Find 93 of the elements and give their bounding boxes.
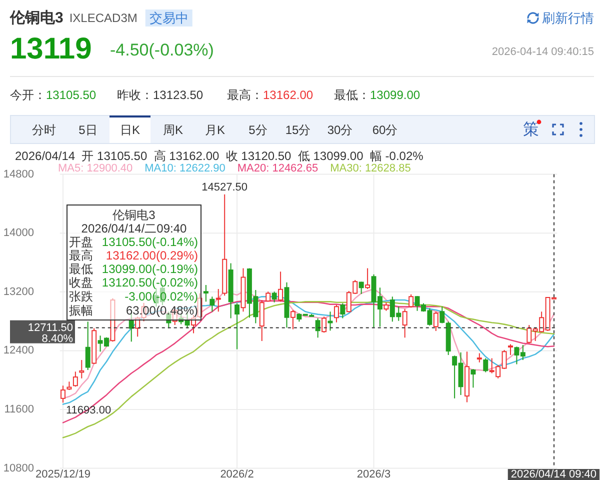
candlestick <box>240 268 246 312</box>
candlestick <box>358 281 364 294</box>
candlestick <box>340 302 346 319</box>
text: 月K <box>204 123 226 137</box>
candlestick <box>60 385 66 404</box>
candlestick <box>210 296 215 312</box>
annotation: 最低 <box>69 262 93 276</box>
candlestick <box>365 268 370 290</box>
text: 周K <box>162 123 184 137</box>
candlestick <box>284 282 290 328</box>
text: 日K <box>120 123 140 137</box>
text: 今开： <box>10 88 46 102</box>
candlestick <box>259 299 264 342</box>
text: MA20: 12462.65 <box>237 162 318 174</box>
candlestick <box>272 291 277 303</box>
candlestick <box>315 318 320 338</box>
annotation: 14527.50 <box>202 181 248 194</box>
ref-line-label: 12711.50 <box>28 322 73 334</box>
text: 13099.00 <box>370 88 420 102</box>
y-tick-label: 12400 <box>3 344 34 357</box>
candlestick <box>79 359 84 379</box>
y-tick-label: 11600 <box>4 404 34 416</box>
text: 13123.50 <box>153 88 204 102</box>
text: 15分 <box>285 123 311 137</box>
candlestick <box>228 262 234 319</box>
candlestick <box>508 344 513 356</box>
candlestick <box>234 302 240 350</box>
candlestick <box>328 311 333 332</box>
text: 13119 <box>10 32 92 66</box>
annotation: 13120.50(-0.02%) <box>102 276 198 290</box>
text: 13105.50 <box>46 88 96 102</box>
candlestick <box>222 194 228 296</box>
candlestick <box>85 321 90 370</box>
candlestick <box>72 371 78 388</box>
candlestick <box>476 352 482 363</box>
y-tick-label: 10800 <box>3 462 34 474</box>
candlestick <box>483 358 488 373</box>
annotation: 63.00(0.48%) <box>126 304 198 318</box>
candlestick <box>408 294 414 308</box>
annotation: 8.40% <box>42 332 74 345</box>
annotation: 开盘 <box>69 235 93 249</box>
annotation: 张跌 <box>69 290 93 304</box>
x-tick-label: 2026/3 <box>356 468 391 480</box>
text: -4.50(-0.03%) <box>110 40 214 60</box>
candlestick <box>334 304 339 323</box>
annotation: 收盘 <box>69 276 93 290</box>
text: 30分 <box>327 123 353 137</box>
text: 最高： <box>227 88 263 102</box>
candlestick <box>278 271 284 302</box>
candlestick <box>446 321 451 356</box>
annotation: 最高 <box>69 248 93 262</box>
text: MA10: 12622.90 <box>144 162 226 174</box>
x-tick-label: 2026/04/14 09:40 <box>510 468 596 480</box>
candlestick <box>433 311 438 332</box>
annotation: 伦铜电3 <box>112 208 156 222</box>
text: 2026/04/14 开 13105.50 高 13162.00 收 13120.50 低 13099.00 幅 -0.02% <box>15 149 424 163</box>
x-tick-label: 2025/12/19 <box>35 468 91 480</box>
candlestick <box>384 302 389 312</box>
text: 13162.00 <box>263 88 314 102</box>
text: 5分 <box>248 123 268 137</box>
candlestick <box>66 381 72 390</box>
candlestick <box>203 284 208 302</box>
text: MA30: 12628.85 <box>330 162 411 174</box>
annotation: 13105.50(-0.14%) <box>102 235 198 249</box>
text: 刷新行情 <box>542 10 594 26</box>
text: 昨收： <box>117 88 153 102</box>
text: 5日 <box>78 123 98 137</box>
text: 最低： <box>334 88 370 102</box>
chart-subtitle: IXLECAD3M <box>69 11 138 25</box>
text: MA5: 12900.40 <box>58 162 133 174</box>
candlestick <box>216 288 221 312</box>
candlestick <box>464 351 470 403</box>
annotation: 振幅 <box>69 304 93 318</box>
text: 分时 <box>32 123 56 137</box>
annotation: 2026/04/14/二09:40 <box>81 222 188 236</box>
y-tick-label: 14000 <box>3 227 34 240</box>
y-tick-label: 13200 <box>3 286 34 298</box>
y-tick-label: 14800 <box>3 168 34 180</box>
candlestick <box>402 308 408 338</box>
candlestick <box>266 291 271 302</box>
chart-title: 伦铜电3 <box>9 10 64 26</box>
annotation: 13162.00(0.29%) <box>106 248 198 262</box>
candlestick <box>92 328 97 365</box>
text: 策 <box>523 120 539 138</box>
text: 交易中 <box>149 10 188 26</box>
candlestick <box>322 316 327 334</box>
text: 60分 <box>372 123 398 137</box>
candlestick <box>470 368 476 388</box>
text: 2026-04-14 09:40:15 <box>492 46 594 58</box>
x-tick-label: 2026/2 <box>220 468 254 480</box>
annotation: 13099.00(-0.19%) <box>102 262 198 276</box>
candlestick <box>290 309 296 330</box>
candlestick <box>440 306 445 324</box>
